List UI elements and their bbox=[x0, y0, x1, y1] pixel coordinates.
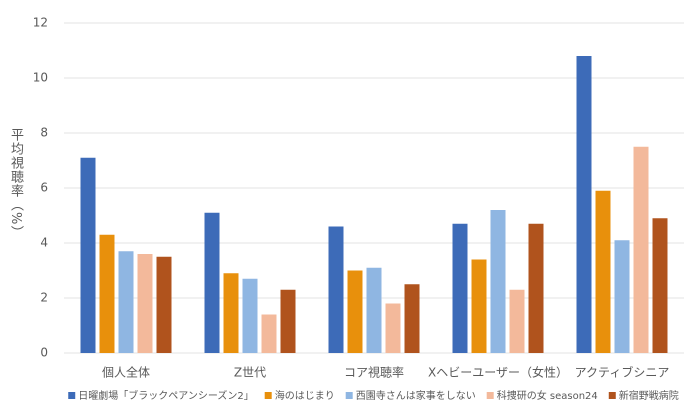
legend-swatch bbox=[264, 392, 272, 399]
y-tick-label: 0 bbox=[40, 346, 48, 360]
bar bbox=[633, 146, 649, 353]
bar bbox=[223, 273, 239, 353]
legend-label: 日曜劇場「ブラックペアンシーズン2」 bbox=[78, 389, 253, 402]
legend-swatch bbox=[68, 392, 76, 399]
bar bbox=[509, 289, 525, 353]
bar bbox=[490, 210, 506, 353]
bar bbox=[99, 234, 115, 353]
bar bbox=[242, 278, 258, 353]
bar bbox=[328, 226, 344, 353]
bar bbox=[366, 267, 382, 353]
y-tick-label: 8 bbox=[40, 126, 48, 140]
legend-label: 海のはじまり bbox=[275, 389, 335, 402]
bar bbox=[118, 251, 134, 353]
bar bbox=[614, 240, 630, 353]
x-tick-label: Z世代 bbox=[234, 366, 266, 380]
bar bbox=[280, 289, 296, 353]
bar bbox=[156, 256, 172, 353]
bar bbox=[204, 212, 220, 353]
y-tick-label: 4 bbox=[40, 236, 48, 250]
bar bbox=[385, 303, 401, 353]
legend-swatch bbox=[486, 392, 494, 399]
x-tick-label: 個人全体 bbox=[102, 365, 150, 380]
bar bbox=[347, 270, 363, 353]
x-tick-label: Xヘビーユーザー（女性） bbox=[428, 365, 568, 380]
bar bbox=[471, 259, 487, 353]
bar bbox=[576, 56, 592, 353]
bar bbox=[261, 314, 277, 353]
y-axis-label: 平均視聴率（%） bbox=[8, 128, 23, 240]
bar bbox=[652, 218, 668, 353]
bar bbox=[595, 190, 611, 353]
y-tick-label: 12 bbox=[33, 16, 48, 30]
bar bbox=[452, 223, 468, 353]
legend-swatch bbox=[608, 392, 616, 399]
legend-label: 新宿野戦病院 bbox=[619, 389, 679, 402]
y-tick-label: 2 bbox=[40, 291, 48, 305]
x-tick-label: コア視聴率 bbox=[344, 365, 404, 380]
y-tick-label: 10 bbox=[33, 71, 48, 85]
x-tick-label: アクティブシニア bbox=[575, 365, 670, 380]
bar bbox=[528, 223, 544, 353]
bar bbox=[404, 284, 420, 353]
bar bbox=[137, 254, 153, 353]
y-tick-label: 6 bbox=[40, 181, 48, 195]
legend-label: 科捜研の女 season24 bbox=[497, 389, 598, 402]
legend-label: 西園寺さんは家事をしない bbox=[356, 389, 476, 402]
legend-swatch bbox=[345, 392, 353, 399]
bar bbox=[80, 157, 96, 353]
